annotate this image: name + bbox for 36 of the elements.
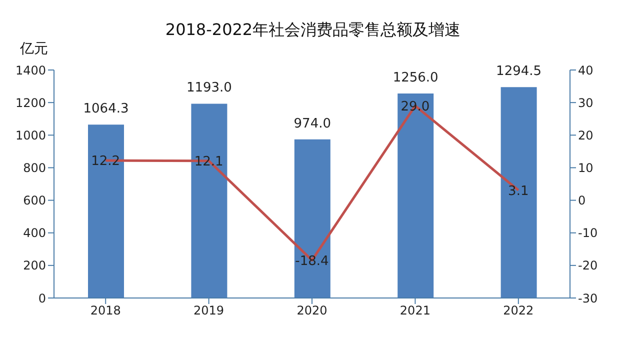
y-tick-label: 400	[23, 226, 46, 240]
bar	[88, 124, 124, 298]
y2-tick-label: 10	[578, 160, 594, 175]
y-tick-label: 0	[38, 291, 46, 306]
y2-tick-label: 20	[578, 128, 594, 142]
x-tick-label: 2022	[503, 304, 534, 318]
data-label: 974.0	[294, 116, 332, 132]
y2-tick-label: 40	[578, 63, 594, 78]
data-label: 1064.3	[83, 102, 129, 117]
y-axis-title: 亿元	[20, 40, 48, 58]
x-tick-label: 2021	[400, 304, 430, 318]
bar	[191, 104, 228, 298]
y2-tick-label: -30	[578, 291, 598, 306]
chart-title: 2018-2022年社会消费品零售总额及增速	[164, 20, 462, 41]
data-label: 12.2	[91, 154, 120, 170]
y-tick-label: 1200	[15, 96, 46, 110]
data-label: 1294.5	[496, 64, 542, 80]
y2-tick-label: 30	[578, 96, 594, 110]
bar	[294, 139, 330, 298]
x-tick-label: 2018	[90, 304, 121, 318]
x-tick-label: 2019	[194, 304, 224, 318]
x-tick-label: 2020	[296, 304, 328, 318]
bar	[500, 87, 537, 298]
data-label: 1193.0	[186, 80, 232, 96]
bar	[398, 93, 434, 298]
y-tick-label: 200	[23, 258, 46, 273]
data-label: 1256.0	[392, 70, 438, 86]
data-label: 3.1	[508, 184, 529, 199]
y2-tick-label: -10	[578, 226, 598, 240]
y-tick-label: 1000	[15, 128, 46, 142]
y2-tick-label: 0	[578, 194, 586, 208]
y2-tick-label: -20	[578, 258, 598, 273]
y-tick-label: 600	[23, 194, 46, 208]
data-label: -18.4	[295, 254, 329, 269]
y-tick-label: 1400	[15, 63, 46, 78]
y-tick-label: 800	[23, 160, 46, 175]
